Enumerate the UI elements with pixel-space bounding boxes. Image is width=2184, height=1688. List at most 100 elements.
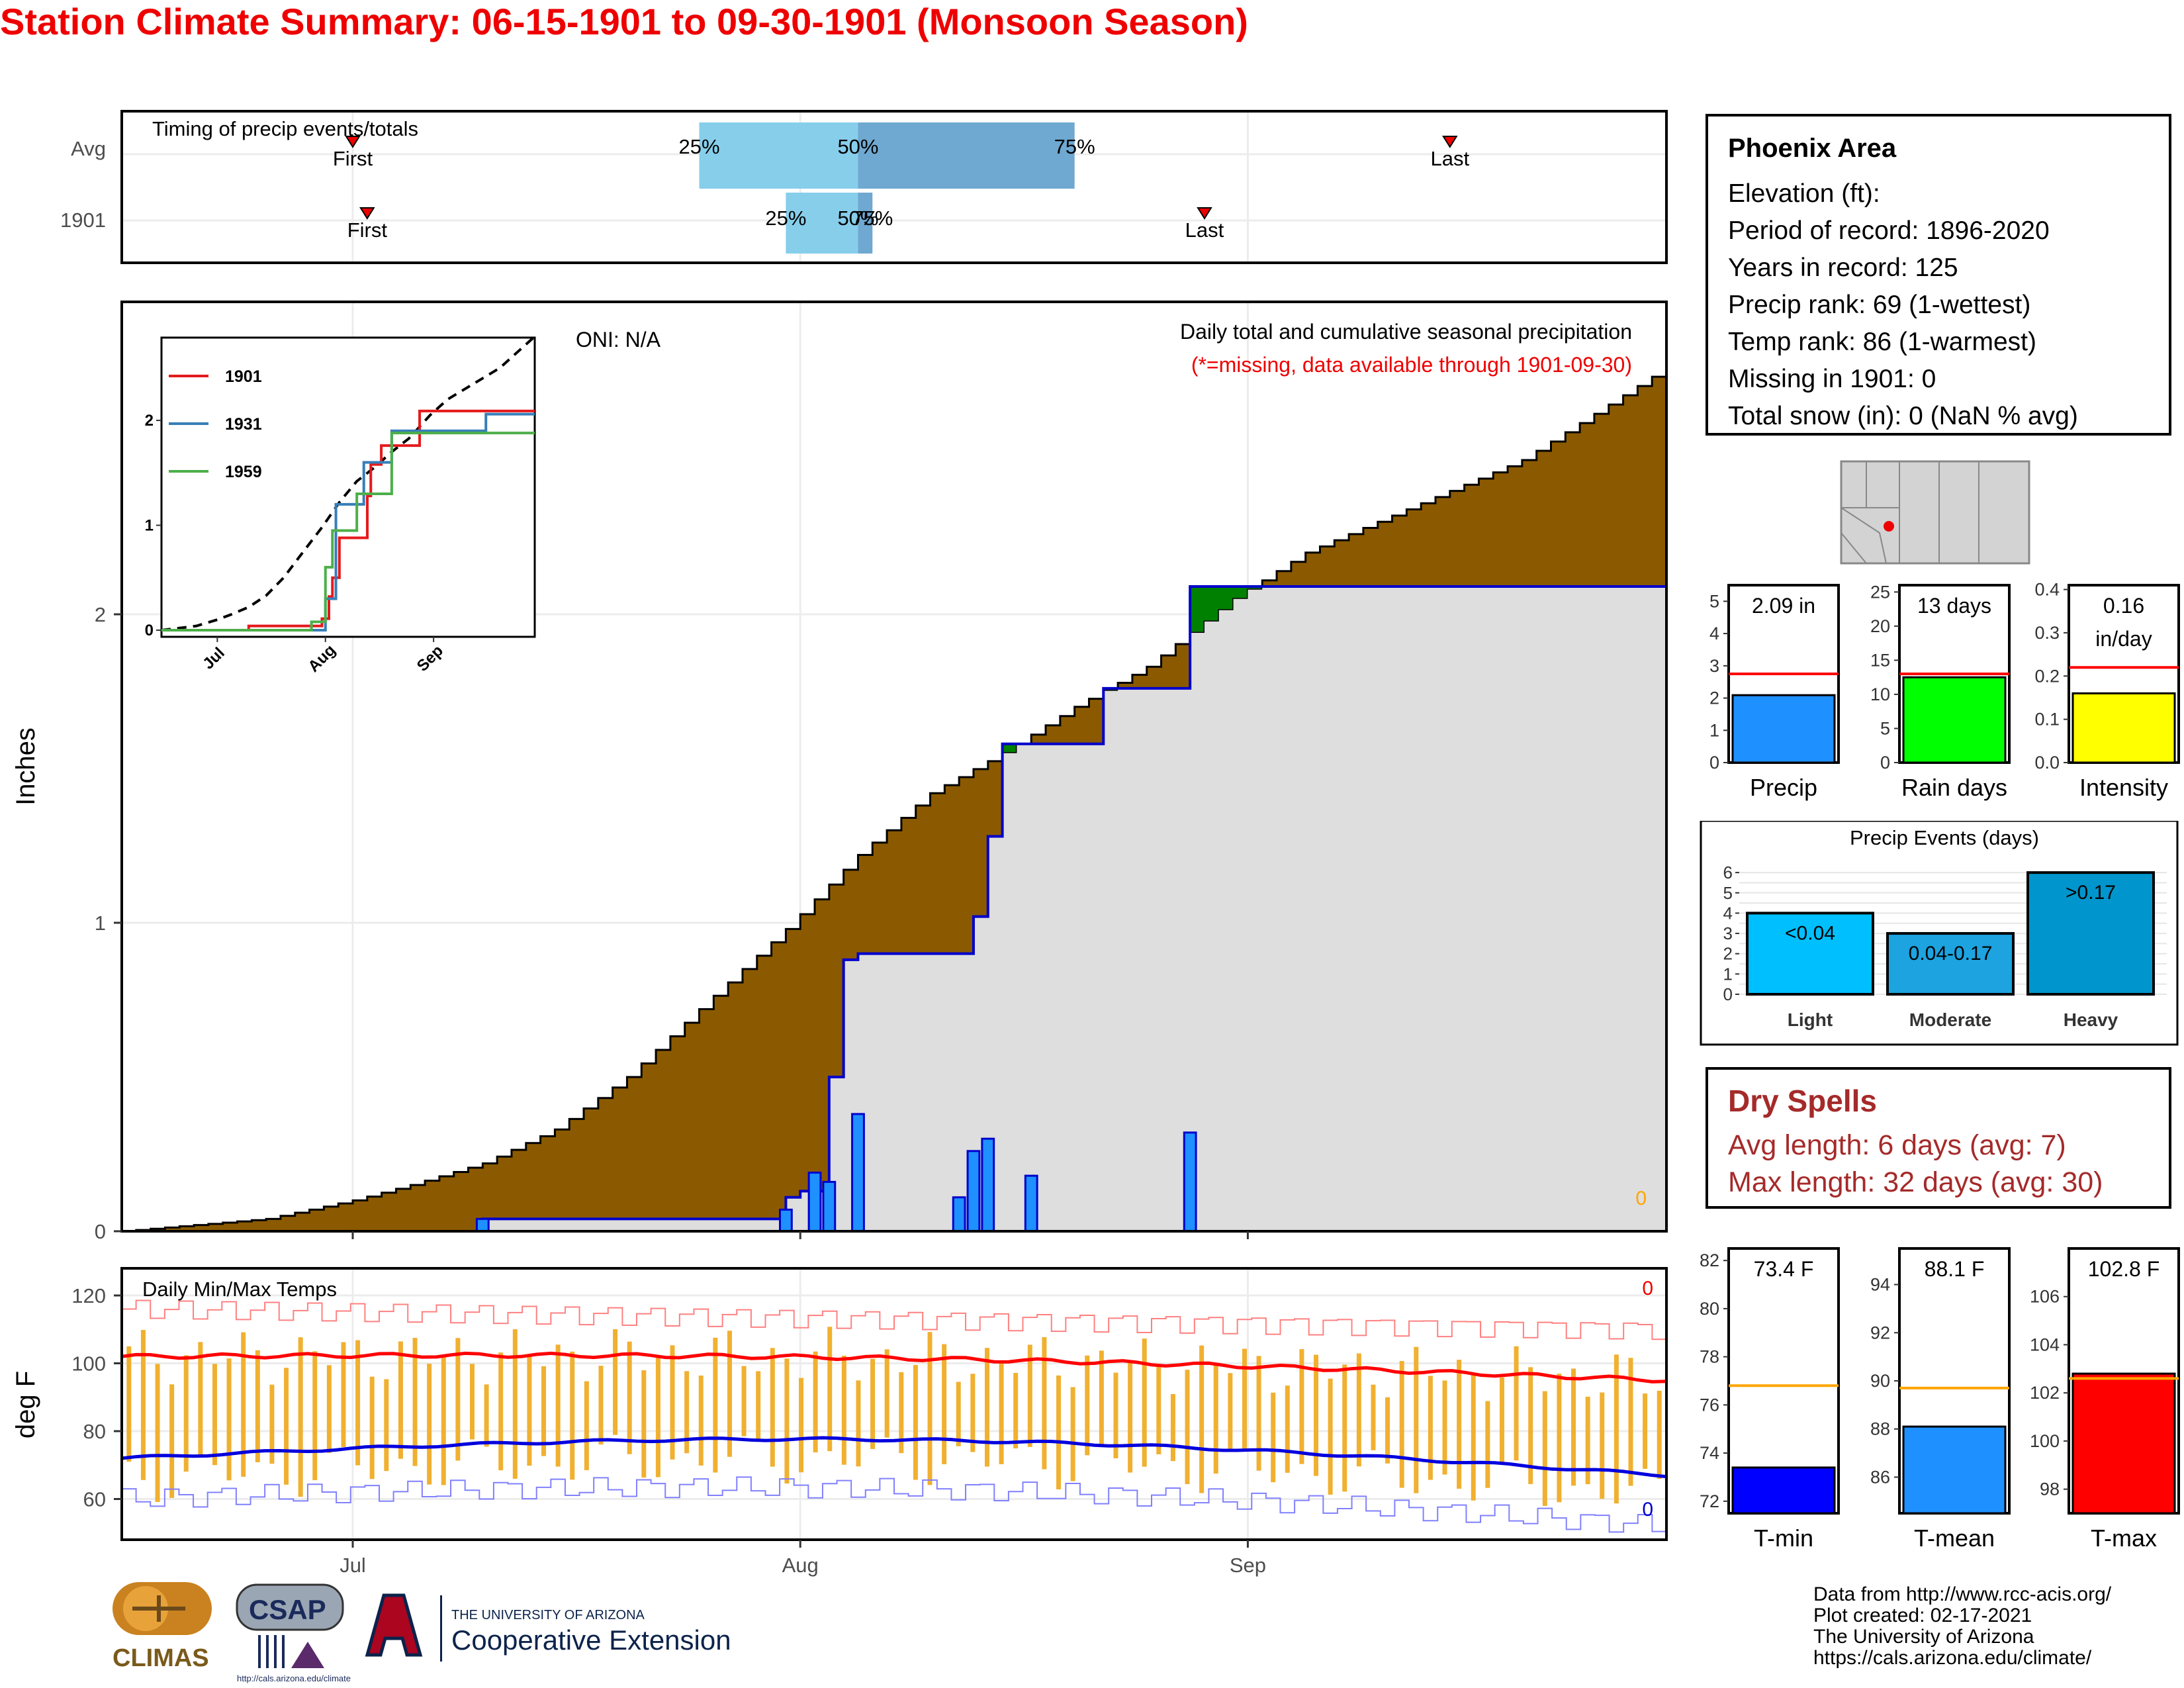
daily-temp-range-bar	[455, 1338, 461, 1461]
events-title: Precip Events (days)	[1850, 826, 2039, 849]
daily-temp-range-bar	[555, 1344, 561, 1467]
timing-marker-icon	[1441, 136, 1458, 148]
precip-stat-tick-label: 5	[1709, 591, 1719, 611]
daily-precip-bar	[1024, 1174, 1038, 1233]
timing-pct-label: 25%	[678, 135, 719, 158]
daily-temp-range-bar	[970, 1374, 976, 1452]
timing-pct-label: 50%	[837, 207, 878, 230]
event-category-label: Light	[1788, 1009, 1833, 1030]
daily-temp-range-bar	[1128, 1360, 1133, 1473]
footer-plot-created: Plot created: 02-17-2021	[1813, 1605, 2032, 1626]
average-min-temp-line	[121, 1436, 1667, 1479]
daily-temp-range-bar	[241, 1332, 246, 1477]
tmax-stat-value-label: 102.8 F	[2088, 1257, 2160, 1281]
events-ytick-label: 6	[1723, 863, 1733, 882]
temp-ytick-label: 100	[71, 1352, 106, 1376]
temp-panel: Daily Min/Max Temps 0 0 deg F 60 80 100 120…	[11, 1267, 1668, 1577]
precip-ytick-label: 2	[95, 603, 106, 626]
daily-temp-range-bar	[484, 1384, 489, 1447]
record-max-line	[122, 1299, 1667, 1340]
timing-marker-icon	[345, 136, 361, 148]
daily-temp-range-bar	[1228, 1373, 1233, 1450]
inset-ytick-label: 0	[145, 622, 154, 639]
daily-temp-range-bar	[183, 1355, 189, 1472]
daily-temp-range-bar	[598, 1366, 604, 1445]
daily-temp-range-bar	[641, 1370, 647, 1478]
daily-temp-range-bar	[1027, 1344, 1032, 1447]
daily-temp-range-bar	[1385, 1397, 1390, 1464]
daily-temp-range-bar	[1342, 1364, 1347, 1492]
daily-temp-range-bar	[856, 1380, 861, 1467]
tmean-stat-label: T-mean	[1914, 1524, 1995, 1552]
daily-temp-range-bar	[1185, 1370, 1190, 1484]
daily-temp-range-bar	[427, 1364, 432, 1485]
intensity-stat-tick-label: 0.0	[2034, 753, 2060, 773]
daily-temp-range-bar	[169, 1384, 175, 1498]
daily-temp-range-bar	[1457, 1360, 1462, 1489]
observed-cumulative-area	[122, 586, 1666, 1231]
daily-temp-range-bar	[1156, 1365, 1161, 1454]
precip-ytick-label: 0	[95, 1220, 106, 1243]
precip-ylabel: Inches	[11, 727, 40, 806]
event-category-label: Moderate	[1909, 1009, 1991, 1030]
inset-legend-label: 1959	[225, 463, 262, 481]
tmax-stat-tick-label: 102	[2030, 1383, 2060, 1403]
logos: CLIMAS CSAP http://cals.arizona.edu/clim…	[113, 1582, 731, 1683]
timing-pct-label: 75%	[852, 207, 893, 230]
daily-temp-range-bar	[1099, 1350, 1104, 1444]
daily-temp-range-bar	[1542, 1391, 1547, 1506]
daily-temp-range-bar	[1328, 1378, 1333, 1495]
event-bar-moderate	[1886, 932, 2015, 996]
station-name: Phoenix Area	[1728, 134, 1897, 163]
temp-ytick-label: 80	[83, 1420, 106, 1443]
temp-xtick-label: Aug	[782, 1554, 819, 1577]
inset-legend-label: 1931	[225, 415, 262, 434]
daily-temp-range-bar	[1371, 1384, 1376, 1450]
daily-temp-range-bar	[999, 1361, 1004, 1464]
tmin-stat-tick-label: 76	[1700, 1395, 1719, 1415]
daily-precip-bar	[807, 1171, 822, 1233]
daily-temp-range-bar	[927, 1332, 933, 1485]
daily-temp-range-bar	[942, 1344, 947, 1464]
raindays-stat-tick-label: 0	[1880, 753, 1890, 773]
svg-text:CSAP: CSAP	[249, 1594, 326, 1625]
raindays-stat-tick-label: 25	[1870, 582, 1890, 602]
temp-ytick-label: 60	[83, 1488, 106, 1511]
daily-temp-range-bar	[198, 1342, 203, 1456]
tmin-stat-tick-label: 82	[1700, 1250, 1719, 1270]
tmax-stat-tick-label: 98	[2040, 1479, 2060, 1499]
oni-label: ONI: N/A	[576, 328, 661, 352]
daily-temp-range-bar	[1585, 1396, 1590, 1485]
daily-temp-range-bar	[1199, 1345, 1205, 1493]
timing-marker-label: First	[347, 218, 388, 242]
daily-temp-range-bar	[269, 1384, 275, 1464]
daily-temp-range-bar	[1571, 1368, 1576, 1486]
dry-max-length: Max length: 32 days (avg: 30)	[1728, 1166, 2103, 1198]
precip-stat-tick-label: 0	[1709, 753, 1719, 773]
csap-logo: CSAP http://cals.arizona.edu/climate	[236, 1583, 351, 1683]
info-missing: Missing in 1901: 0	[1728, 365, 1936, 393]
daily-temp-range-bar	[469, 1364, 475, 1440]
tmean-stat-tick-label: 92	[1870, 1323, 1890, 1342]
footer-data-source: Data from http://www.rcc-acis.org/	[1813, 1583, 2112, 1605]
daily-temp-range-bar	[1399, 1361, 1404, 1488]
daily-temp-range-bar	[1356, 1353, 1361, 1467]
daily-temp-range-bar	[355, 1340, 361, 1466]
precip-subtitle: Daily total and cumulative seasonal prec…	[1180, 320, 1632, 344]
event-bar-label: <0.04	[1785, 922, 1835, 944]
raindays-stat-tick-label: 5	[1880, 718, 1890, 738]
timing-bar-25-50	[786, 193, 858, 254]
daily-temp-range-bar	[1314, 1354, 1319, 1476]
raindays-stat-value-label: 13 days	[1917, 594, 1991, 618]
svg-text:THE UNIVERSITY OF ARIZONA: THE UNIVERSITY OF ARIZONA	[451, 1608, 645, 1622]
daily-temp-range-bar	[1514, 1346, 1519, 1461]
events-ytick-label: 4	[1723, 903, 1733, 923]
daily-precip-bar	[1183, 1131, 1197, 1233]
daily-temp-range-bar	[584, 1381, 589, 1470]
temp-missing-min: 0	[1642, 1499, 1653, 1521]
tmax-stat-value-bar	[2071, 1372, 2176, 1515]
precip-stat-tick-label: 2	[1709, 688, 1719, 708]
intensity-stat-label: Intensity	[2079, 774, 2168, 801]
